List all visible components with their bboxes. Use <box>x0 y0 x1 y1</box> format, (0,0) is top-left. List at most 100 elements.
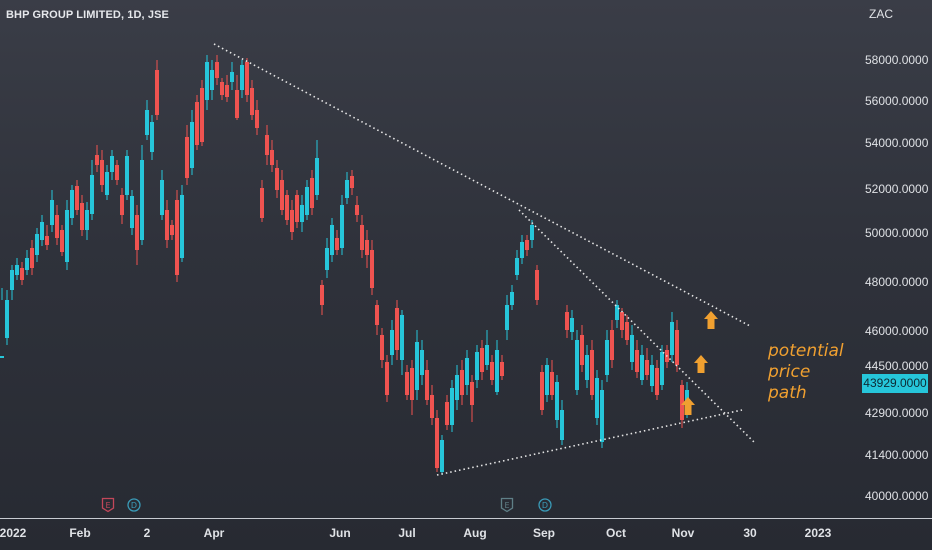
candle <box>415 330 419 400</box>
candle <box>645 348 649 380</box>
annotation-line: path <box>768 383 807 403</box>
candle <box>450 380 454 432</box>
price-tick-label: 56000.0000 <box>865 94 929 108</box>
candle <box>95 145 99 172</box>
candle <box>270 140 274 172</box>
candle <box>375 300 379 335</box>
candle <box>550 360 554 400</box>
candle <box>290 200 294 240</box>
price-tick-label: 52000.0000 <box>865 182 929 196</box>
candle <box>410 360 414 415</box>
candle <box>640 345 644 385</box>
candle <box>55 205 59 245</box>
candle <box>65 200 69 270</box>
symbol-title[interactable]: BHP GROUP LIMITED, 1D, JSE <box>6 9 169 21</box>
candle <box>490 355 494 385</box>
candle <box>560 400 564 445</box>
time-tick-label: Jun <box>329 526 351 540</box>
candle <box>585 345 589 388</box>
candle <box>120 188 124 224</box>
candle <box>345 172 349 204</box>
candle <box>150 115 154 160</box>
up-arrow-icon[interactable] <box>694 355 708 373</box>
candle <box>165 200 169 248</box>
candle <box>570 310 574 340</box>
svg-text:D: D <box>542 501 548 510</box>
price-tick-label: 46000.0000 <box>865 324 929 338</box>
candle <box>160 170 164 220</box>
candle <box>230 62 234 90</box>
candle <box>110 150 114 180</box>
candle <box>5 290 9 345</box>
time-tick-label: Nov <box>671 526 695 540</box>
candle <box>465 350 469 395</box>
candle <box>30 240 34 275</box>
price-tick-label: 44500.0000 <box>865 359 929 373</box>
time-tick-label: 2022 <box>0 526 27 540</box>
candle <box>325 238 329 278</box>
last-price-badge: 43929.0000 <box>862 374 928 393</box>
candle <box>360 215 364 258</box>
trendline-upper-descending[interactable] <box>213 43 751 327</box>
candle <box>285 190 289 225</box>
candle <box>505 295 509 340</box>
candle <box>540 365 544 415</box>
candle <box>0 288 4 358</box>
svg-text:E: E <box>105 501 110 510</box>
candle <box>590 340 594 400</box>
candle <box>25 250 29 275</box>
candle <box>390 320 394 365</box>
time-tick-label: Oct <box>605 526 627 540</box>
candle <box>675 320 679 372</box>
candle <box>210 60 214 100</box>
candle <box>440 435 444 475</box>
candle <box>530 220 534 248</box>
candle <box>40 215 44 246</box>
price-tick-label: 50000.0000 <box>865 226 929 240</box>
time-tick-label: 2023 <box>804 526 832 540</box>
dividend-marker-icon[interactable]: D <box>127 497 141 513</box>
candle <box>330 218 334 262</box>
candle <box>170 220 174 240</box>
candle <box>105 165 109 200</box>
candle <box>495 340 499 395</box>
candle <box>20 262 24 285</box>
price-tick-label: 54000.0000 <box>865 136 929 150</box>
candle <box>355 196 359 222</box>
candle <box>660 345 664 390</box>
candle <box>605 330 609 382</box>
candle <box>185 125 189 185</box>
candle <box>460 360 464 405</box>
candle <box>510 285 514 310</box>
candle <box>430 385 434 425</box>
candle <box>535 265 539 305</box>
candle <box>595 370 599 425</box>
time-axis-divider <box>0 518 932 519</box>
candle <box>365 230 369 268</box>
candle <box>635 340 639 378</box>
trendline-steep-descending[interactable] <box>518 209 756 444</box>
up-arrow-icon[interactable] <box>704 311 718 329</box>
candle <box>500 355 504 380</box>
candle <box>195 95 199 150</box>
earnings-marker-icon[interactable]: E <box>101 497 115 513</box>
candle <box>575 330 579 395</box>
potential-price-path-note[interactable]: potential price path <box>768 341 844 404</box>
up-arrow-icon[interactable] <box>681 397 695 415</box>
candle <box>320 280 324 315</box>
candle <box>190 110 194 175</box>
trendline-ascending-support[interactable] <box>436 409 743 476</box>
candle <box>340 195 344 255</box>
dividend-marker-icon[interactable]: D <box>538 497 552 513</box>
candle <box>145 100 149 140</box>
candle <box>525 235 529 256</box>
candle <box>615 300 619 328</box>
earnings-marker-icon[interactable]: E <box>500 497 514 513</box>
candle <box>555 375 559 428</box>
candle <box>250 80 254 120</box>
candle <box>115 160 119 185</box>
candle <box>140 145 144 245</box>
candle <box>240 60 244 98</box>
